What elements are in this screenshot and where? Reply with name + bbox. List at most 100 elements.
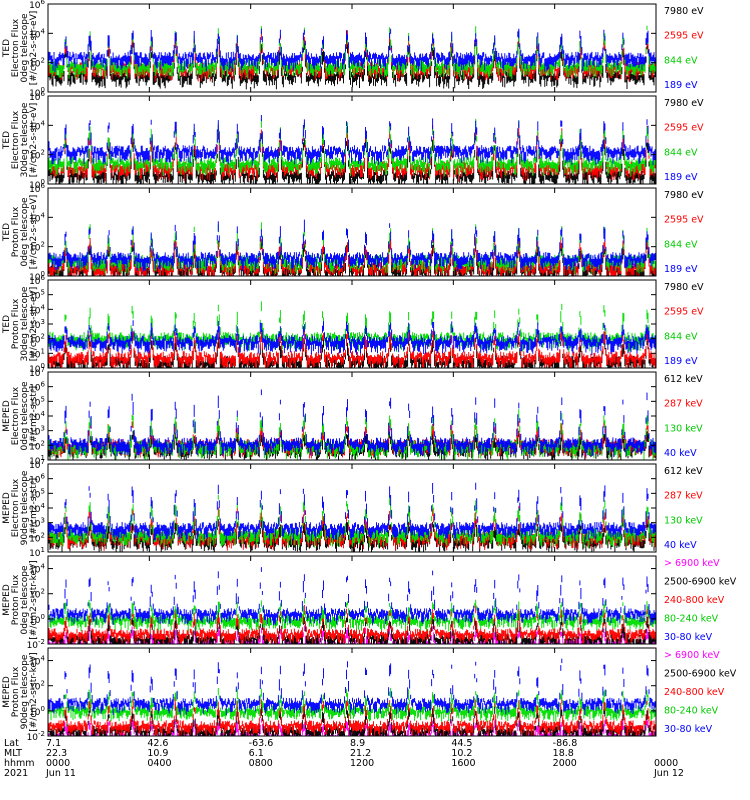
y-tick-exponent: 3 <box>41 318 45 326</box>
y-tick-exponent: 5 <box>41 289 45 297</box>
y-tick-exponent: 2 <box>41 333 45 341</box>
x-axis-value: -63.6 <box>249 738 274 749</box>
x-axis-value: 10.2 <box>451 748 472 759</box>
y-axis-label-line: TED <box>2 39 12 58</box>
y-tick-exponent: 5 <box>41 487 45 495</box>
legend-entry: 7980 eV <box>664 190 704 201</box>
legend-entry: 844 eV <box>664 147 698 158</box>
legend-entry: 189 eV <box>664 172 698 183</box>
y-tick-exponent: 7 <box>41 458 45 466</box>
x-axis-value: 1600 <box>451 758 475 769</box>
y-tick-exponent: 0 <box>41 613 45 621</box>
legend-entry: 612 keV <box>664 466 703 477</box>
legend-entry: 2595 eV <box>664 31 704 42</box>
y-axis-label-line: [#/cm2-s-str-eV] <box>29 103 39 178</box>
y-axis-label-line: TED <box>2 315 12 334</box>
x-axis-row-label: 2021 <box>4 768 28 779</box>
y-tick-label: 101 <box>29 546 45 559</box>
y-axis-label: TEDElectron Flux0deg telescope[#/cm2-s-s… <box>2 11 39 86</box>
y-axis-label-line: 90deg telescope <box>20 470 30 545</box>
legend-entry: 30-80 keV <box>664 632 713 643</box>
x-axis-value: 21.2 <box>350 748 371 759</box>
y-axis-label-line: TED <box>2 223 12 242</box>
y-axis-label-line: [#/cm2-s-str-keV] <box>29 652 39 731</box>
y-tick-exponent: 6 <box>41 473 46 481</box>
y-tick-exponent: -2 <box>38 730 45 738</box>
y-tick-exponent: 4 <box>41 655 46 663</box>
x-axis-value: 8.9 <box>350 738 365 749</box>
y-axis-label-line: [#/cm2-s-str-eV] <box>29 287 39 362</box>
series-trace-5 <box>47 567 657 626</box>
legend-entry: 80-240 keV <box>664 614 719 625</box>
y-axis-label-line: MEPED <box>2 492 12 524</box>
x-axis-value: 18.8 <box>553 748 574 759</box>
x-axis-value: Jun 11 <box>45 768 76 779</box>
y-axis-label-line: TED <box>2 131 12 150</box>
x-axis-value: 2000 <box>553 758 577 769</box>
y-axis-label-line: [#/cm2-s-str-eV] <box>29 11 39 86</box>
legend-entry: 844 eV <box>664 239 698 250</box>
y-tick-exponent: 2 <box>41 588 45 596</box>
legend-entry: 240-800 keV <box>664 687 725 698</box>
y-tick-exponent: 6 <box>41 90 46 98</box>
series-trace-4 <box>47 389 657 458</box>
legend-entry: 287 keV <box>664 399 703 410</box>
y-axis-label-line: [#/cm2-s-str-keV] <box>29 560 39 639</box>
legend-entry: 2500-6900 keV <box>664 669 737 680</box>
y-axis-label-line: 0deg telescope <box>20 13 30 83</box>
y-tick-exponent: 6 <box>41 182 46 190</box>
y-tick-exponent: 4 <box>41 410 46 418</box>
y-axis-label: TEDElectron Flux30deg telescope[#/cm2-s-… <box>2 102 39 177</box>
legend-entry: > 6900 keV <box>664 558 720 569</box>
legend-entry: 2595 eV <box>664 215 704 226</box>
y-axis-label-line: Electron Flux <box>11 478 21 537</box>
y-axis-label-line: Electron Flux <box>11 110 21 169</box>
x-axis-value: 6.1 <box>249 748 264 759</box>
legend-entry: 844 eV <box>664 331 698 342</box>
legend-entry: 40 keV <box>664 540 697 551</box>
y-tick-exponent: 0 <box>41 705 45 713</box>
panel-frame <box>47 647 657 737</box>
y-axis-label-line: MEPED <box>2 676 12 708</box>
legend-entry: 612 keV <box>664 374 703 385</box>
y-tick-exponent: 0 <box>41 362 45 370</box>
legend-entry: 7980 eV <box>664 98 704 109</box>
y-axis-label: TEDProton Flux0deg telescope[#/cm2-s-str… <box>2 195 39 270</box>
y-tick-exponent: 2 <box>41 241 45 249</box>
y-tick-exponent: 2 <box>41 439 45 447</box>
y-tick-exponent: 6 <box>41 0 46 6</box>
y-axis-label-line: 30deg telescope <box>20 102 30 177</box>
y-axis-label-line: MEPED <box>2 400 12 432</box>
y-tick-exponent: 3 <box>41 517 45 525</box>
y-axis-label: MEPEDProton Flux90deg telescope[#/cm2-s-… <box>2 652 39 731</box>
x-axis-value: -86.8 <box>553 738 578 749</box>
x-axis-row-label: hhmm <box>4 758 35 769</box>
x-axis-row-label: MLT <box>4 748 22 759</box>
legend-entry: 7980 eV <box>664 6 704 17</box>
legend-entry: 844 eV <box>664 55 698 66</box>
x-axis-value: 7.1 <box>46 738 61 749</box>
y-axis-label-line: Proton Flux <box>11 666 21 717</box>
y-axis-label-line: 0deg telescope <box>20 197 30 267</box>
legend-entry: > 6900 keV <box>664 650 720 661</box>
y-axis-label-line: [#/cm2-s-str] <box>29 386 39 446</box>
x-axis-value: 44.5 <box>451 738 472 749</box>
y-tick-exponent: -2 <box>38 638 45 646</box>
y-axis-label-line: MEPED <box>2 584 12 616</box>
legend-entry: 189 eV <box>664 356 698 367</box>
x-axis-value: 0000 <box>654 758 678 769</box>
legend-entry: 130 keV <box>664 423 703 434</box>
series-trace-5 <box>47 658 657 715</box>
y-tick-exponent: 1 <box>41 347 45 355</box>
legend-entry: 240-800 keV <box>664 595 725 606</box>
x-axis-value: 0400 <box>147 758 171 769</box>
x-axis-value: 0800 <box>249 758 273 769</box>
y-tick-exponent: 0 <box>41 270 45 278</box>
y-tick-label: 106 <box>29 0 45 11</box>
